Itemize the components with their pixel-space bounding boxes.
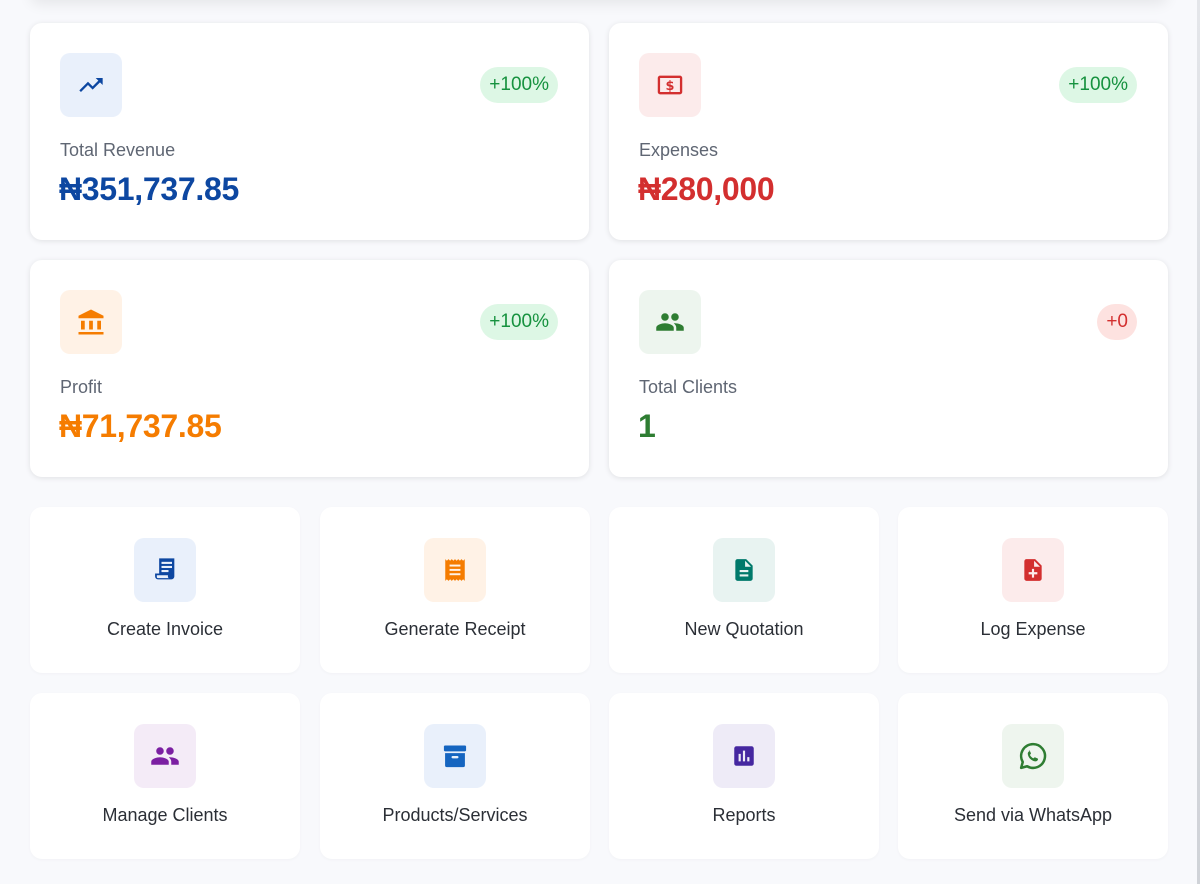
products-services-button[interactable]: Products/Services (320, 693, 590, 859)
create-invoice-button[interactable]: Create Invoice (30, 507, 300, 673)
stat-label: Total Clients (639, 377, 738, 397)
stat-value: 1 (638, 408, 656, 444)
action-label: Manage Clients (102, 805, 228, 825)
action-label: Reports (712, 805, 776, 825)
change-badge: +100% (480, 67, 558, 103)
new-quotation-button[interactable]: New Quotation (609, 507, 879, 673)
stat-label: Expenses (639, 140, 719, 160)
action-label: Send via WhatsApp (953, 805, 1113, 825)
reports-button[interactable]: Reports (609, 693, 879, 859)
action-label: Log Expense (980, 619, 1086, 639)
generate-receipt-button[interactable]: Generate Receipt (320, 507, 590, 673)
change-badge: +100% (480, 304, 558, 340)
archive-box-icon (424, 724, 486, 788)
add-document-icon (1002, 538, 1064, 602)
stat-card-total-clients: +0 Total Clients 1 (609, 260, 1168, 477)
stat-value: ₦351,737.85 (59, 171, 239, 207)
whatsapp-icon (1002, 724, 1064, 788)
stat-card-profit: +100% Profit ₦71,737.85 (30, 260, 589, 477)
stat-value: ₦280,000 (638, 171, 775, 207)
send-via-whatsapp-button[interactable]: Send via WhatsApp (898, 693, 1168, 859)
manage-clients-button[interactable]: Manage Clients (30, 693, 300, 859)
cash-icon: $ (639, 53, 701, 117)
action-label: Products/Services (382, 805, 528, 825)
trending-up-icon (60, 53, 122, 117)
window-edge (1197, 0, 1200, 884)
document-icon (713, 538, 775, 602)
stat-label: Profit (60, 377, 103, 397)
stat-card-expenses: $ +100% Expenses ₦280,000 (609, 23, 1168, 240)
receipt-icon (424, 538, 486, 602)
stat-value: ₦71,737.85 (59, 408, 222, 444)
bank-icon (60, 290, 122, 354)
people-icon (639, 290, 701, 354)
log-expense-button[interactable]: Log Expense (898, 507, 1168, 673)
invoice-icon (134, 538, 196, 602)
stat-label: Total Revenue (60, 140, 176, 160)
people-icon (134, 724, 196, 788)
action-label: New Quotation (684, 619, 804, 639)
bar-chart-icon (713, 724, 775, 788)
action-label: Generate Receipt (384, 619, 526, 639)
svg-text:$: $ (666, 79, 675, 94)
change-badge: +100% (1059, 67, 1137, 103)
stat-card-total-revenue: +100% Total Revenue ₦351,737.85 (30, 23, 589, 240)
action-label: Create Invoice (106, 619, 224, 639)
change-badge: +0 (1097, 304, 1137, 340)
